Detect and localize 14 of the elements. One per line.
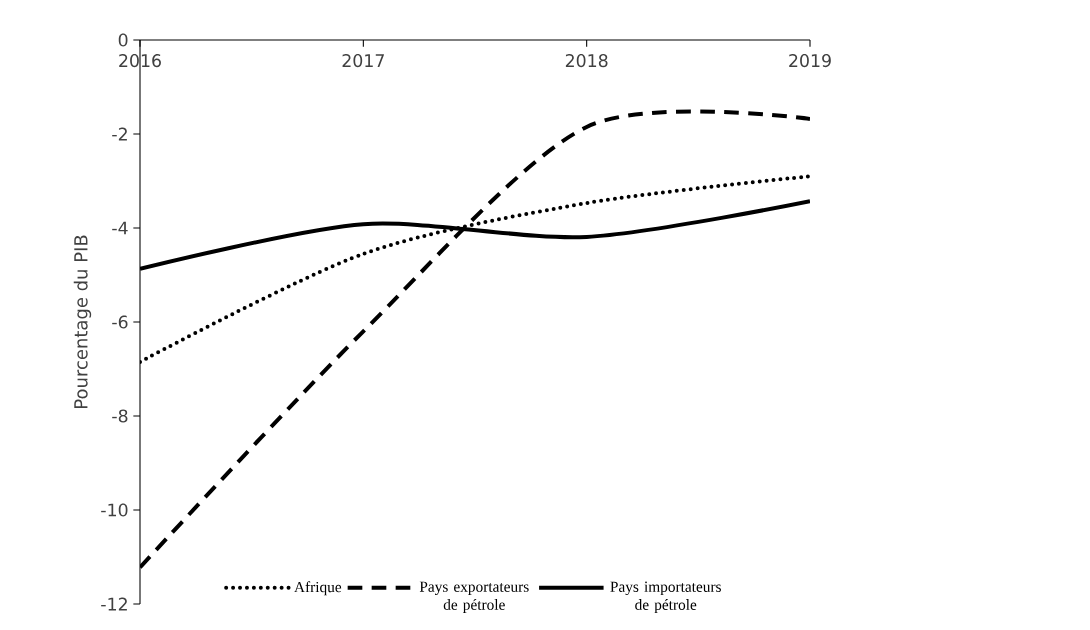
x-tick-label: 2019 xyxy=(789,54,831,68)
y-tick-label: 0 xyxy=(118,33,128,47)
y-tick-label: -10 xyxy=(101,503,128,517)
legend-label: Afrique xyxy=(294,581,342,596)
x-tick-label: 2018 xyxy=(565,54,608,68)
y-tick-label: -2 xyxy=(112,127,127,141)
y-tick-label: -8 xyxy=(112,409,128,423)
x-tick-label: 2017 xyxy=(342,54,384,68)
y-tick-label: -12 xyxy=(101,597,127,611)
y-axis-title: Pourcentage du PIB xyxy=(73,235,92,408)
y-tick-label: -6 xyxy=(112,315,128,329)
legend-label: Pays importateurs de pétrole xyxy=(610,581,721,614)
legend-label: Pays exportateurs de pétrole xyxy=(419,581,529,613)
y-tick-label: -4 xyxy=(112,221,128,235)
